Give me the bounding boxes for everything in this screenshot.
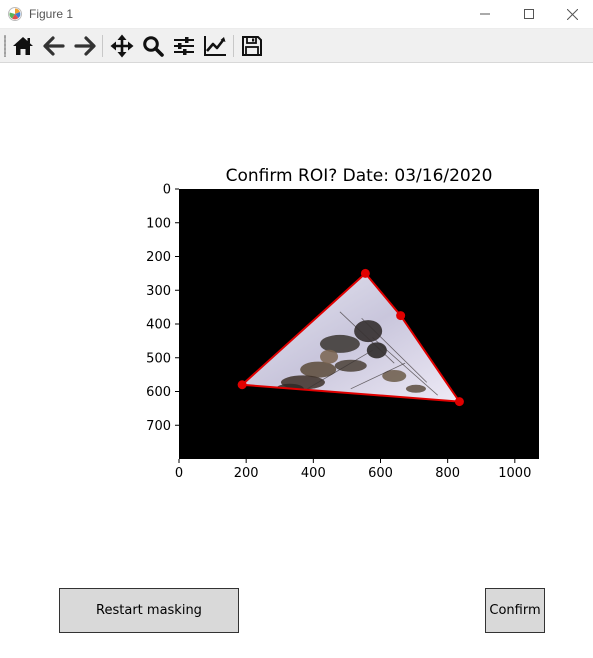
save-icon <box>242 36 262 56</box>
title-bar: Figure 1 <box>0 0 593 29</box>
photo-shadow-patch <box>405 384 426 393</box>
save-button[interactable] <box>239 33 265 59</box>
minimize-button[interactable] <box>463 0 507 28</box>
matplotlib-logo-icon <box>8 7 22 21</box>
navigation-toolbar <box>0 29 593 63</box>
photo-shadow-patch <box>334 359 367 372</box>
toolbar-grip[interactable] <box>4 35 6 57</box>
y-tick-label: 100 <box>146 216 171 231</box>
y-tick-label: 700 <box>146 419 171 434</box>
restart-masking-button[interactable]: Restart masking <box>59 588 239 633</box>
y-tick-label: 400 <box>146 318 171 333</box>
forward-button[interactable] <box>72 33 98 59</box>
zoom-icon <box>143 36 164 57</box>
y-axis: 0 100 200 300 400 500 600 700 <box>146 183 179 434</box>
photo-shadow-patch <box>354 320 383 343</box>
toolbar-separator <box>233 35 234 57</box>
pan-icon <box>110 34 134 58</box>
maximize-icon <box>524 9 534 19</box>
back-button[interactable] <box>41 33 67 59</box>
photo-shadow-patch <box>382 369 407 382</box>
figure-canvas[interactable]: Confirm ROI? Date: 03/16/2020 0 200 400 600… <box>0 63 593 658</box>
axes-edit-button[interactable] <box>202 33 228 59</box>
y-tick-label: 600 <box>146 385 171 400</box>
subplots-icon <box>174 37 194 55</box>
forward-icon <box>74 36 96 56</box>
photo-branch <box>372 337 438 396</box>
close-icon <box>566 8 578 20</box>
plot-title: Confirm ROI? Date: 03/16/2020 <box>226 166 493 186</box>
plot-svg: Confirm ROI? Date: 03/16/2020 0 200 400 600… <box>146 166 539 481</box>
y-tick-label: 0 <box>163 183 171 198</box>
x-tick-label: 400 <box>301 466 326 481</box>
photo-branch <box>307 349 373 390</box>
photo-branch <box>350 362 406 390</box>
confirm-button[interactable]: Confirm <box>485 588 545 633</box>
photo-shadow-patch <box>320 349 339 364</box>
home-icon <box>13 37 33 55</box>
roi-point[interactable] <box>237 380 247 390</box>
roi-point[interactable] <box>360 268 370 278</box>
x-tick-label: 0 <box>175 466 183 481</box>
x-tick-label: 200 <box>234 466 259 481</box>
y-tick-label: 300 <box>146 284 171 299</box>
toolbar-separator <box>102 35 103 57</box>
photo-shadow-patch <box>319 334 360 353</box>
y-tick-label: 500 <box>146 351 171 366</box>
roi-point[interactable] <box>454 397 464 407</box>
x-axis: 0 200 400 600 800 1000 <box>175 459 531 481</box>
maximize-button[interactable] <box>507 0 551 28</box>
x-tick-label: 1000 <box>498 466 531 481</box>
y-tick-label: 200 <box>146 250 171 265</box>
home-button[interactable] <box>10 33 36 59</box>
back-icon <box>43 36 65 56</box>
pan-button[interactable] <box>109 33 135 59</box>
photo-shadow-patch <box>366 342 387 359</box>
photo-branch <box>339 311 395 364</box>
subplots-button[interactable] <box>171 33 197 59</box>
window-title: Figure 1 <box>29 7 74 21</box>
close-button[interactable] <box>550 0 593 28</box>
x-tick-label: 800 <box>435 466 460 481</box>
minimize-icon <box>480 13 490 15</box>
roi-point[interactable] <box>396 311 406 321</box>
zoom-button[interactable] <box>140 33 166 59</box>
x-tick-label: 600 <box>368 466 393 481</box>
photo-shadow-patch <box>300 361 337 378</box>
photo-branch <box>361 317 428 383</box>
axes-edit-icon <box>204 36 226 56</box>
roi-points <box>237 268 464 407</box>
